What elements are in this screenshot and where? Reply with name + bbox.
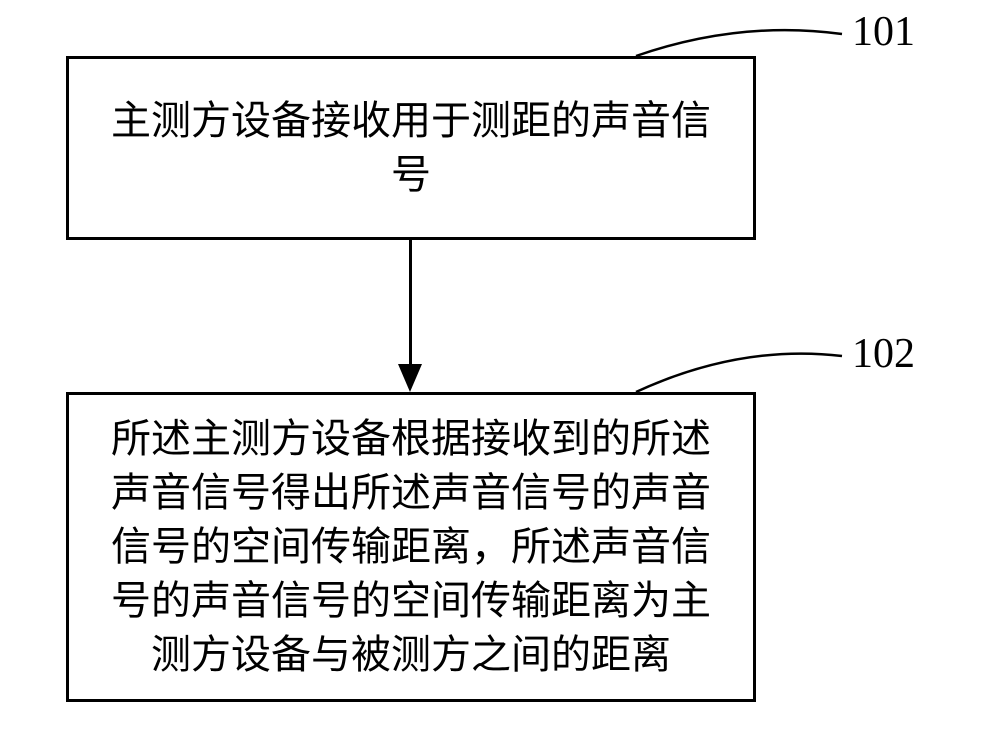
step-box-2-text: 所述主测方设备根据接收到的所述声音信号得出所述声音信号的声音信号的空间传输距离，… xyxy=(111,412,711,682)
arrow-head-icon xyxy=(398,364,422,392)
arrow-shaft xyxy=(409,240,412,364)
callout-label-101: 101 xyxy=(852,8,915,56)
callout-label-102: 102 xyxy=(852,330,915,378)
flowchart-container: 主测方设备接收用于测距的声音信号 所述主测方设备根据接收到的所述声音信号得出所述… xyxy=(0,0,1000,748)
callout-curve-101 xyxy=(631,15,847,61)
step-box-1: 主测方设备接收用于测距的声音信号 xyxy=(66,56,756,240)
callout-curve-102 xyxy=(631,339,847,397)
step-box-2: 所述主测方设备根据接收到的所述声音信号得出所述声音信号的声音信号的空间传输距离，… xyxy=(66,392,756,702)
step-box-1-text: 主测方设备接收用于测距的声音信号 xyxy=(111,94,711,202)
